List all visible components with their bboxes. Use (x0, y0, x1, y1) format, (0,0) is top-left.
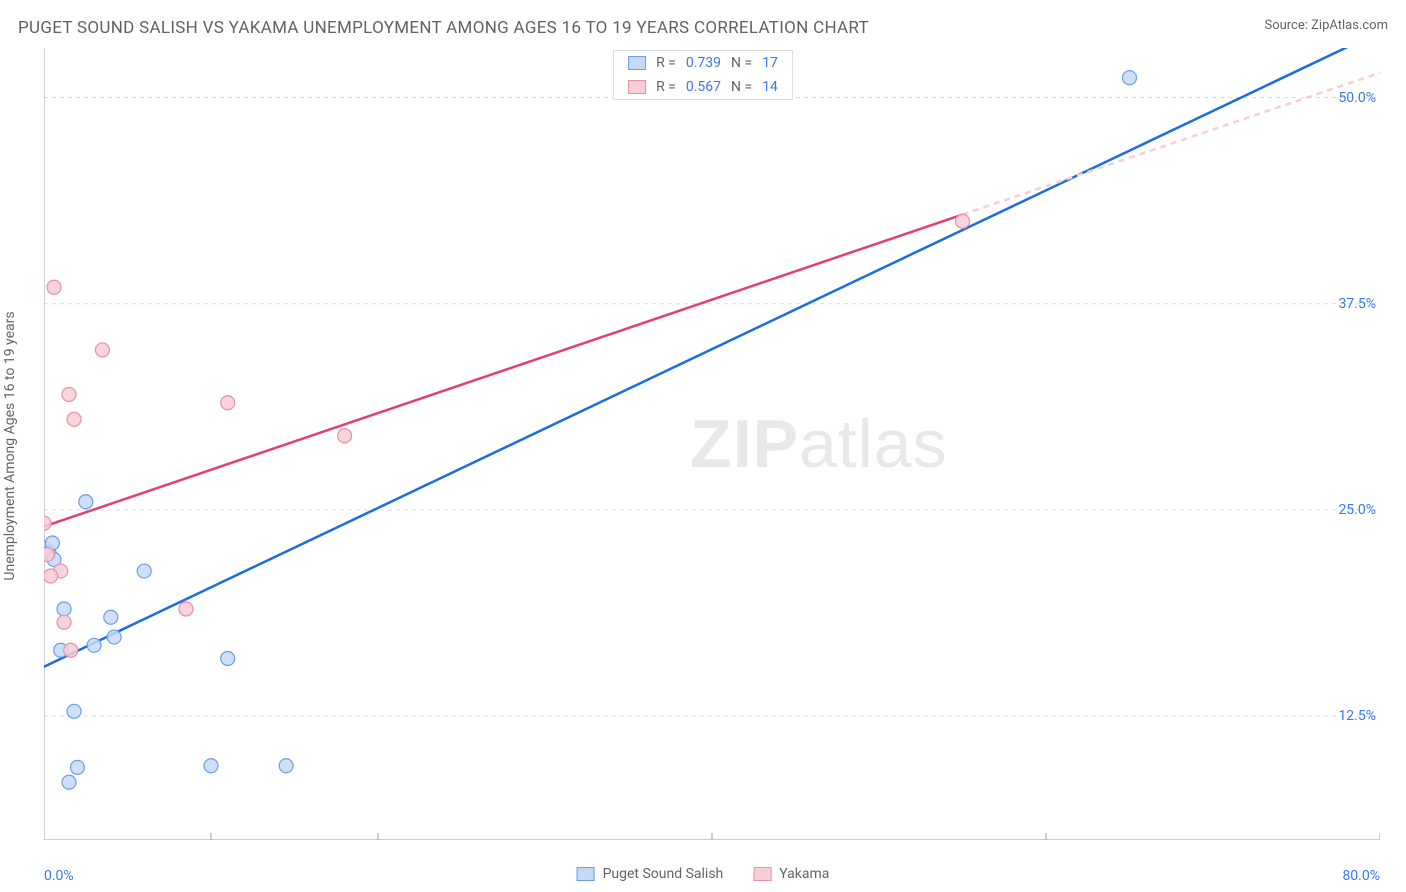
stats-row-series1: R = 0.739 N = 17 (614, 51, 792, 75)
n-value: 17 (762, 55, 778, 71)
r-label: R = (656, 79, 676, 95)
swatch-icon (577, 867, 595, 881)
r-value: 0.739 (686, 55, 721, 71)
legend-label: Yakama (779, 866, 829, 882)
y-tick-label: 25.0% (1338, 502, 1380, 518)
chart-title: PUGET SOUND SALISH VS YAKAMA UNEMPLOYMEN… (18, 18, 869, 38)
series-legend: Puget Sound Salish Yakama (577, 866, 830, 882)
x-axis-max-label: 80.0% (1342, 868, 1380, 884)
r-label: R = (656, 55, 676, 71)
y-tick-label: 50.0% (1338, 90, 1380, 106)
swatch-icon (628, 56, 646, 70)
swatch-icon (753, 867, 771, 881)
x-axis-min-label: 0.0% (44, 868, 74, 884)
y-tick-label: 12.5% (1338, 708, 1380, 724)
source-label: Source: ZipAtlas.com (1264, 18, 1388, 33)
y-tick-label: 37.5% (1338, 296, 1380, 312)
r-value: 0.567 (686, 79, 721, 95)
legend-label: Puget Sound Salish (603, 866, 724, 882)
y-axis-label: Unemployment Among Ages 16 to 19 years (2, 311, 18, 580)
watermark: ZIPatlas (690, 405, 947, 483)
n-label: N = (731, 79, 752, 95)
stats-legend: R = 0.739 N = 17 R = 0.567 N = 14 (613, 50, 793, 100)
chart-plot-area: ZIPatlas 12.5% 25.0% 37.5% 50.0% (44, 48, 1380, 840)
n-value: 14 (762, 79, 778, 95)
legend-item-series1: Puget Sound Salish (577, 866, 724, 882)
n-label: N = (731, 55, 752, 71)
legend-item-series2: Yakama (753, 866, 829, 882)
stats-row-series2: R = 0.567 N = 14 (614, 75, 792, 99)
swatch-icon (628, 80, 646, 94)
